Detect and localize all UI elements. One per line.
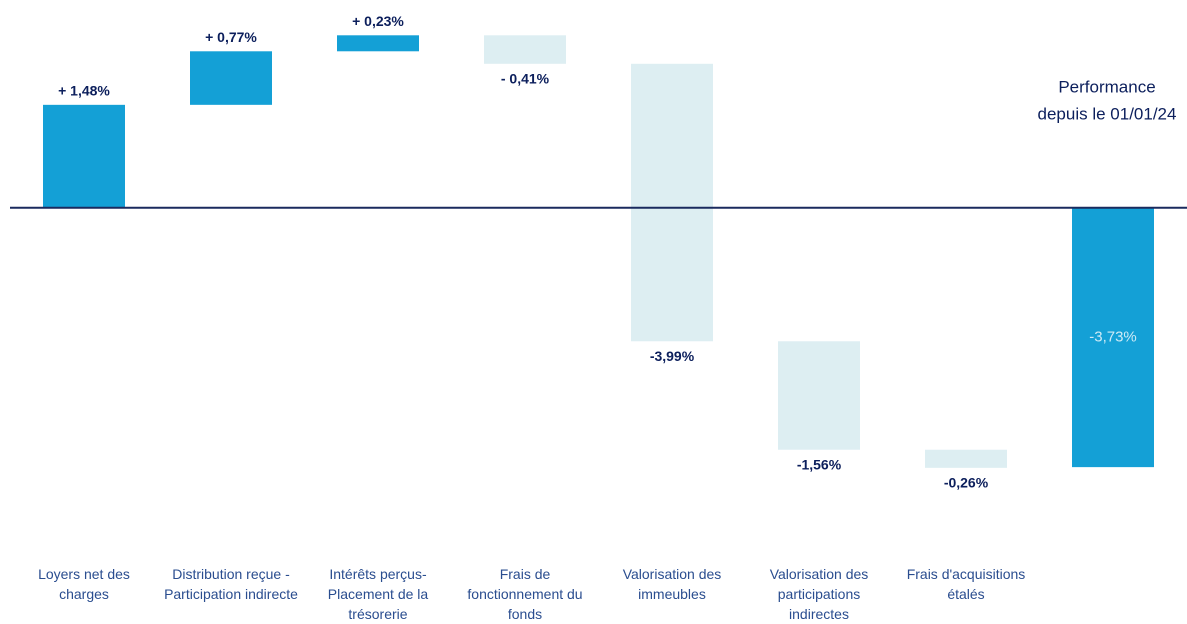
- bar: [631, 63, 713, 342]
- bars: [43, 35, 1154, 468]
- value-label: + 0,23%: [352, 13, 404, 29]
- bar: [778, 341, 860, 450]
- chart-title: Performance: [1058, 77, 1155, 96]
- x-tick-label: Frais d'acquisitions étalés: [906, 566, 1026, 602]
- value-label: + 0,77%: [205, 29, 257, 45]
- x-tick-label: Valorisation des immeubles: [622, 566, 722, 602]
- bar: [925, 449, 1007, 468]
- bar: [484, 35, 566, 64]
- value-label: -1,56%: [797, 456, 842, 472]
- bar: [190, 51, 272, 105]
- x-tick-label: Distribution reçue - Participation indir…: [164, 566, 298, 602]
- chart-title: depuis le 01/01/24: [1038, 104, 1177, 123]
- bar: [337, 35, 419, 52]
- x-tick-label: Intérêts perçus- Placement de la trésore…: [327, 566, 429, 622]
- value-label: - 0,41%: [501, 71, 550, 87]
- x-tick-label: Loyers net des charges: [38, 566, 130, 602]
- x-tick-label: Frais de fonctionnement du fonds: [467, 566, 583, 622]
- value-label: -3,99%: [650, 348, 695, 364]
- value-label: -0,26%: [944, 475, 989, 491]
- bar: [1072, 207, 1154, 468]
- x-tick-label: Valorisation des participations indirect…: [769, 566, 869, 622]
- value-label: + 1,48%: [58, 83, 110, 99]
- value-label: -3,73%: [1089, 328, 1137, 345]
- bar: [43, 104, 125, 208]
